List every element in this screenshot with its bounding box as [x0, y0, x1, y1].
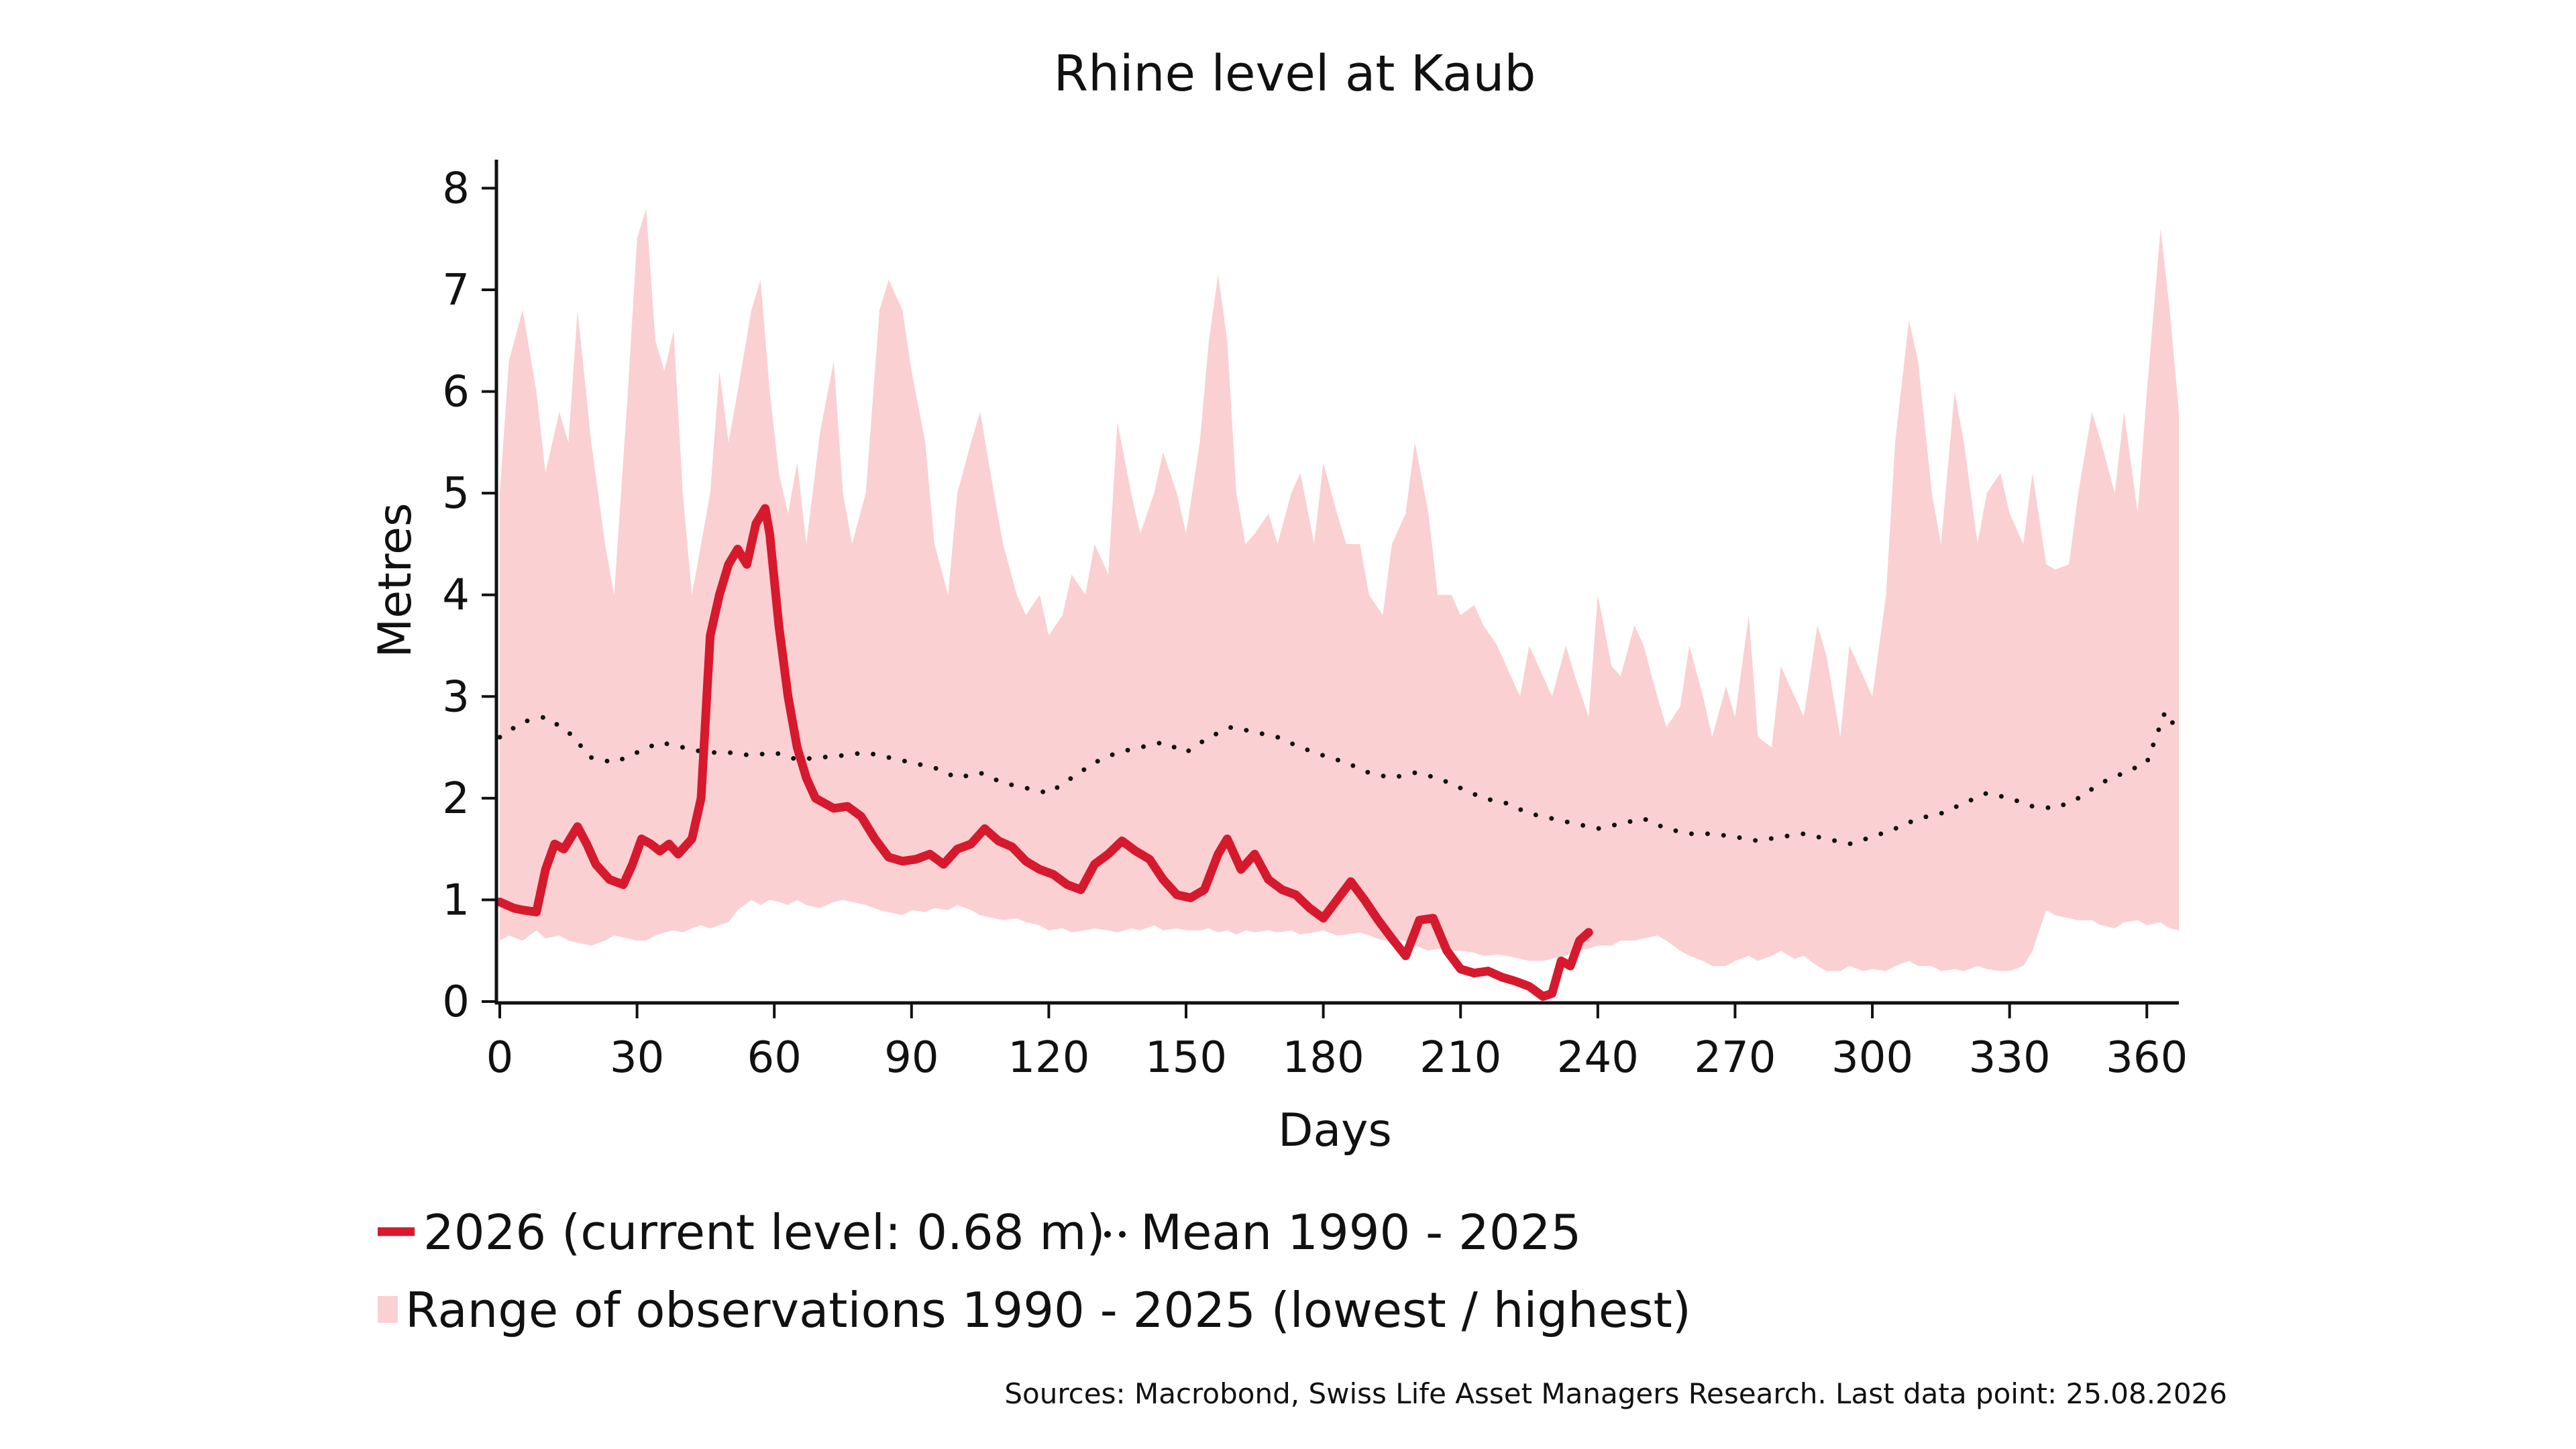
x-tick-label: 210: [1419, 1033, 1501, 1083]
x-tick-label: 330: [1969, 1033, 2051, 1083]
current-series-layer: [495, 504, 1593, 1001]
x-tick-label: 90: [884, 1033, 938, 1083]
x-tick-label: 360: [2106, 1033, 2188, 1083]
x-ticks: 0 30 60 90 120 150 180 210 240 270 300 330 360: [486, 1003, 2188, 1083]
chart-title: Rhine level at Kaub: [1054, 45, 1536, 103]
legend-label-current: 2026 (current level: 0.68 m): [423, 1204, 1106, 1260]
y-axis-title: Metres: [369, 503, 422, 658]
x-tick-label: 30: [610, 1033, 664, 1083]
y-tick-label: 3: [442, 672, 470, 722]
current-year-line: [495, 504, 1593, 1001]
y-tick-label: 2: [442, 774, 470, 824]
x-tick-label: 60: [747, 1033, 801, 1083]
axes: [494, 160, 2179, 1005]
x-tick-label: 270: [1694, 1033, 1776, 1083]
x-tick-label: 0: [486, 1033, 514, 1083]
legend: 2026 (current level: 0.68 m) Mean 1990 -…: [378, 1204, 1691, 1338]
y-tick-label: 0: [442, 977, 470, 1027]
x-axis-title: Days: [1278, 1104, 1392, 1157]
y-tick-label: 7: [442, 266, 470, 315]
legend-label-range: Range of observations 1990 - 2025 (lowes…: [405, 1282, 1691, 1338]
x-tick-label: 180: [1283, 1033, 1364, 1083]
mean-series-layer: [497, 706, 2182, 847]
x-tick-label: 300: [1831, 1033, 1913, 1083]
range-band: [500, 208, 2179, 971]
range-band-layer: [500, 208, 2179, 971]
x-tick-label: 150: [1145, 1033, 1227, 1083]
y-ticks: 0 1 2 3 4 5 6 7 8: [442, 164, 498, 1027]
y-tick-label: 4: [442, 571, 470, 621]
source-note: Sources: Macrobond, Swiss Life Asset Man…: [1004, 1377, 2227, 1410]
legend-swatch-range: [378, 1296, 398, 1323]
legend-swatch-mean-dot: [1104, 1231, 1111, 1238]
legend-label-mean: Mean 1990 - 2025: [1140, 1204, 1581, 1260]
mean-line: [497, 706, 2182, 847]
x-tick-label: 120: [1008, 1033, 1089, 1083]
y-tick-label: 8: [442, 164, 470, 213]
x-tick-label: 240: [1557, 1033, 1639, 1083]
legend-swatch-mean-dot: [1119, 1231, 1126, 1238]
y-tick-label: 5: [442, 469, 470, 519]
y-tick-label: 6: [442, 368, 470, 417]
legend-swatch-mean: [1104, 1231, 1126, 1238]
y-tick-label: 1: [442, 875, 470, 925]
